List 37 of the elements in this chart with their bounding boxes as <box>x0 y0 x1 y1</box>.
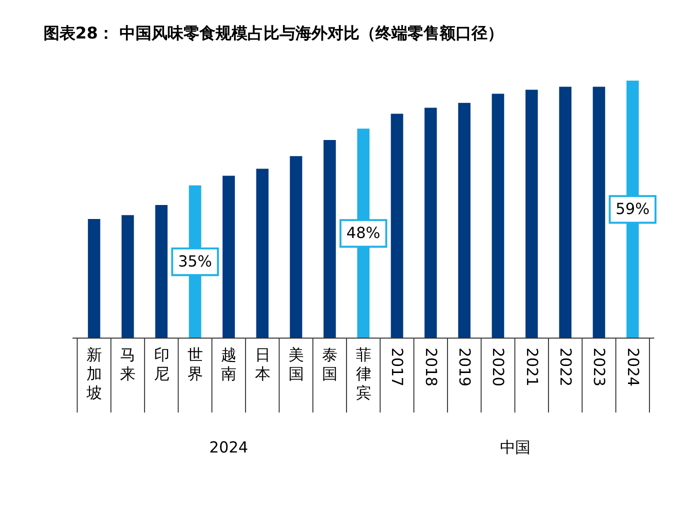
bar <box>222 176 235 338</box>
data-label: 59% <box>616 200 650 218</box>
x-tick-label: 2019 <box>456 348 474 386</box>
bar <box>592 86 606 338</box>
bar <box>492 94 504 338</box>
x-tick-label: 世界 <box>188 346 203 384</box>
bar <box>458 102 470 338</box>
x-tick-label: 2023 <box>590 348 608 386</box>
data-label: 48% <box>346 224 380 242</box>
x-tick-label: 日本 <box>254 346 270 384</box>
bar <box>256 168 269 338</box>
bar <box>390 114 404 338</box>
bar <box>324 140 336 338</box>
text: 2024 <box>209 438 248 457</box>
x-tick-label: 泰国 <box>322 346 338 384</box>
bar <box>290 156 302 338</box>
x-tick-label: 2021 <box>522 348 541 386</box>
x-tick-label: 2024 <box>624 348 642 386</box>
bar <box>525 90 538 338</box>
x-tick-label: 美国 <box>288 346 304 384</box>
x-tick-label: 越南 <box>221 346 236 384</box>
bar <box>559 86 572 338</box>
x-tick-label: 新加坡 <box>86 346 102 402</box>
data-label: 35% <box>178 252 212 271</box>
x-tick-label: 马来 <box>120 346 136 384</box>
x-tick-label: 2017 <box>388 348 406 386</box>
x-tick-label: 印尼 <box>154 346 169 384</box>
bar <box>88 218 100 338</box>
x-tick-label: 2018 <box>422 348 440 386</box>
text: 中国 <box>500 438 530 457</box>
chart-title: 图表28： 中国风味零食规模占比与海外对比（终端零售额口径） <box>43 24 504 43</box>
x-tick-label: 2022 <box>556 348 575 386</box>
bar <box>155 205 168 338</box>
bar <box>424 108 437 338</box>
x-tick-label: 2020 <box>489 348 508 386</box>
x-tick-label: 菲律宾 <box>356 346 371 402</box>
bar <box>122 215 134 338</box>
